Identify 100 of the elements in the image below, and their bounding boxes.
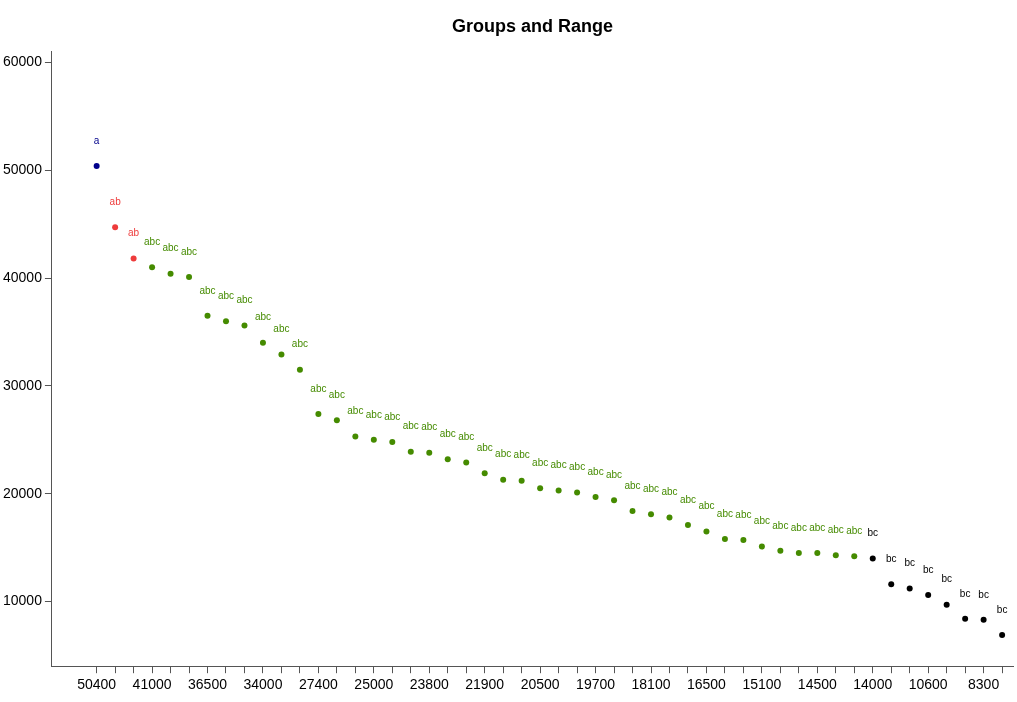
point [925,592,932,599]
data-label: abc [310,382,327,394]
data-label: abc [273,323,290,335]
point [204,312,211,319]
data-label: abc [513,449,530,461]
data-label: ab [128,227,140,239]
point [407,448,414,455]
data-label: abc [569,461,586,473]
data-label: abc [846,524,863,536]
data-label: abc [458,431,475,443]
data-label: abc [421,421,438,433]
x-tick-label: 27400 [298,676,339,693]
point [93,162,100,169]
data-label: a [93,134,100,146]
point [259,339,266,346]
data-label: abc [753,515,770,527]
data-label: abc [439,427,456,439]
data-label: abc [365,408,382,420]
data-label: abc [217,289,235,301]
data-label: abc [180,245,198,257]
data-label: abc [735,508,752,520]
point [463,459,470,466]
data-label: abc [661,486,678,498]
data-label: bc [996,603,1008,615]
point [740,537,747,544]
point [832,552,839,559]
point [851,553,858,560]
point [758,543,765,550]
x-tick-label: 14500 [797,676,837,693]
data-label: abc [772,519,789,531]
point [444,456,451,463]
chart-title: Groups and Range [451,15,613,36]
x-tick-label: 16500 [686,676,727,693]
data-label: abc [144,236,161,247]
y-tick-label: 40000 [2,268,43,285]
point [333,417,340,424]
point [315,410,322,417]
point [241,322,248,329]
point [296,366,303,373]
point [777,547,784,554]
data-label: bc [978,588,989,600]
data-label: abc [328,389,345,401]
data-label: abc [162,242,179,254]
point [888,581,895,588]
data-label: abc [698,500,715,512]
point [518,477,525,484]
x-tick-label: 36500 [188,676,228,693]
point [684,521,691,528]
point [611,497,618,504]
data-label: abc [532,457,549,469]
data-label: abc [476,441,493,453]
point [223,318,229,325]
data-label: abc [254,311,272,323]
x-tick-label: 10600 [908,676,948,693]
point [352,433,359,440]
data-label: abc [384,410,401,422]
data-label: abc [199,284,216,296]
point [130,255,137,262]
data-label: abc [495,448,512,460]
point [426,449,433,456]
data-label: bc [885,553,897,564]
y-tick-label: 10000 [2,592,43,609]
y-tick-label: 50000 [2,161,43,178]
data-label: abc [605,468,623,480]
data-label: abc [642,482,660,494]
point [721,535,728,542]
data-label: abc [550,459,567,471]
data-label: abc [347,405,364,417]
point [980,616,987,623]
point [869,555,876,562]
x-tick-label: 50400 [77,676,117,693]
data-label: abc [587,465,604,477]
point [999,631,1006,638]
data-label: abc [790,521,807,533]
data-label: abc [291,338,308,350]
data-label: abc [716,507,733,519]
point [389,438,396,445]
data-label: bc [959,587,971,599]
point [481,470,488,477]
point [186,273,193,280]
data-label: abc [679,493,697,505]
x-tick-label: 21900 [465,676,505,693]
data-label: bc [922,563,934,575]
point [149,264,156,271]
point [370,436,377,443]
x-tick-label: 41000 [132,676,172,693]
point [555,487,562,494]
data-label: abc [624,479,641,491]
x-tick-label: 25000 [354,676,394,693]
x-tick-label: 14000 [853,676,893,693]
point [574,489,581,496]
data-label: abc [827,523,844,535]
x-tick-label: 34000 [243,676,283,693]
data-label: ab [109,196,122,208]
x-tick-label: 20500 [520,676,560,693]
point [278,351,285,358]
x-tick-label: 19700 [576,676,616,693]
point [703,528,710,535]
point [943,601,950,608]
point [629,507,636,514]
